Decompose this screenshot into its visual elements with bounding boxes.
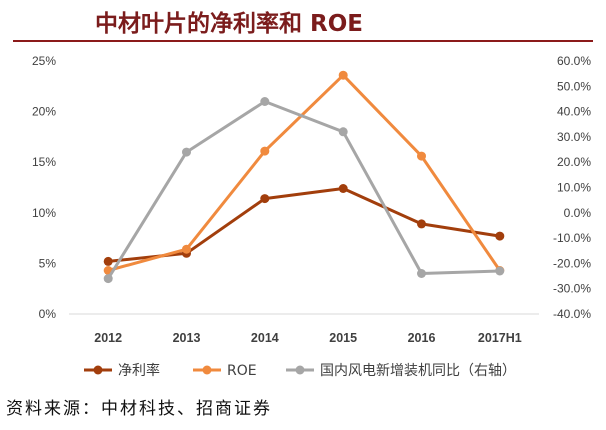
right-tick-label: 0.0%: [564, 206, 592, 220]
data-point: [495, 231, 505, 241]
x-tick-label: 2017H1: [478, 331, 522, 345]
legend-swatch-marker: [295, 365, 305, 375]
right-tick-label: 40.0%: [557, 105, 591, 119]
series-1: [103, 70, 505, 275]
data-point: [103, 256, 113, 266]
data-point: [338, 184, 348, 193]
legend: 净利率 ROE 国内风电新增装机同比（右轴）: [84, 362, 516, 379]
data-point: [417, 151, 426, 161]
legend-item: 净利率: [84, 362, 160, 379]
legend-swatch-marker: [202, 365, 212, 375]
data-point: [417, 269, 426, 278]
data-point: [260, 97, 270, 106]
data-point: [260, 146, 270, 156]
data-point: [182, 147, 191, 157]
legend-item: 国内风电新增装机同比（右轴）: [286, 363, 516, 379]
chart-title: 中材叶片的净利率和 ROE: [95, 11, 363, 37]
right-tick-label: 30.0%: [557, 130, 591, 144]
right-tick-label: -30.0%: [553, 282, 591, 296]
right-tick-label: -40.0%: [553, 307, 591, 321]
left-tick-label: 15%: [32, 155, 56, 169]
legend-swatch-marker: [93, 365, 103, 375]
left-tick-label: 5%: [39, 256, 57, 270]
x-axis: 2012 2013 2014 2015 2016 2017H1: [69, 313, 539, 345]
left-tick-label: 10%: [32, 206, 56, 220]
data-point: [417, 219, 426, 229]
left-tick-label: 20%: [32, 105, 56, 119]
right-axis: -40.0% -30.0% -20.0% -10.0% 0.0% 10.0% 20.0% 30…: [553, 54, 591, 321]
right-tick-label: 50.0%: [557, 79, 591, 93]
title-rule: [13, 40, 593, 42]
x-tick-label: 2015: [329, 331, 357, 345]
legend-item: ROE: [193, 363, 257, 379]
series-line: [106, 73, 502, 272]
x-tick-label: 2013: [173, 331, 201, 345]
right-tick-label: 60.0%: [557, 54, 591, 68]
data-point: [260, 194, 270, 204]
right-tick-label: 20.0%: [557, 155, 591, 169]
data-point: [103, 274, 113, 284]
series-0: [103, 184, 505, 266]
left-tick-label: 25%: [32, 54, 56, 68]
series-2: [103, 97, 505, 284]
legend-label: 国内风电新增装机同比（右轴）: [320, 363, 516, 379]
x-tick-label: 2016: [408, 331, 436, 345]
right-tick-label: -10.0%: [553, 231, 591, 245]
data-point: [182, 244, 191, 254]
right-tick-label: -20.0%: [553, 256, 591, 270]
series-line: [106, 100, 502, 281]
x-tick-label: 2012: [94, 331, 122, 345]
data-point: [495, 266, 505, 276]
legend-label: 净利率: [118, 362, 160, 379]
data-point: [338, 70, 348, 80]
x-tick-label: 2014: [251, 331, 279, 345]
data-point: [338, 127, 348, 137]
source-note: 资料来源：中材科技、招商证券: [6, 399, 272, 419]
plot-series: [103, 70, 505, 284]
series-line: [106, 187, 502, 263]
right-tick-label: 10.0%: [557, 181, 591, 195]
left-tick-label: 0%: [39, 307, 57, 321]
legend-label: ROE: [227, 363, 257, 379]
left-axis: 0% 5% 10% 15% 20% 25%: [32, 54, 56, 321]
